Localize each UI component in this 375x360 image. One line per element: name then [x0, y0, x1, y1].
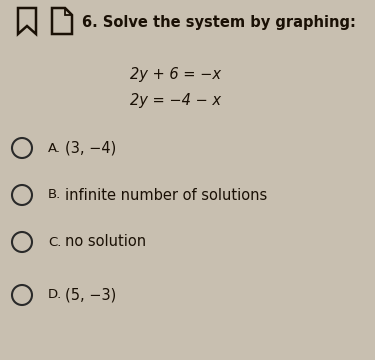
Text: C.: C.	[48, 235, 62, 248]
Text: (5, −3): (5, −3)	[65, 288, 116, 302]
Text: 2y = −4 − x: 2y = −4 − x	[130, 93, 221, 108]
Text: B.: B.	[48, 189, 61, 202]
Text: 6. Solve the system by graphing:: 6. Solve the system by graphing:	[82, 14, 356, 30]
Text: 2y + 6 = −x: 2y + 6 = −x	[130, 68, 221, 82]
Text: D.: D.	[48, 288, 62, 302]
Text: A.: A.	[48, 141, 61, 154]
Text: infinite number of solutions: infinite number of solutions	[65, 188, 267, 202]
Text: (3, −4): (3, −4)	[65, 140, 116, 156]
Text: no solution: no solution	[65, 234, 146, 249]
